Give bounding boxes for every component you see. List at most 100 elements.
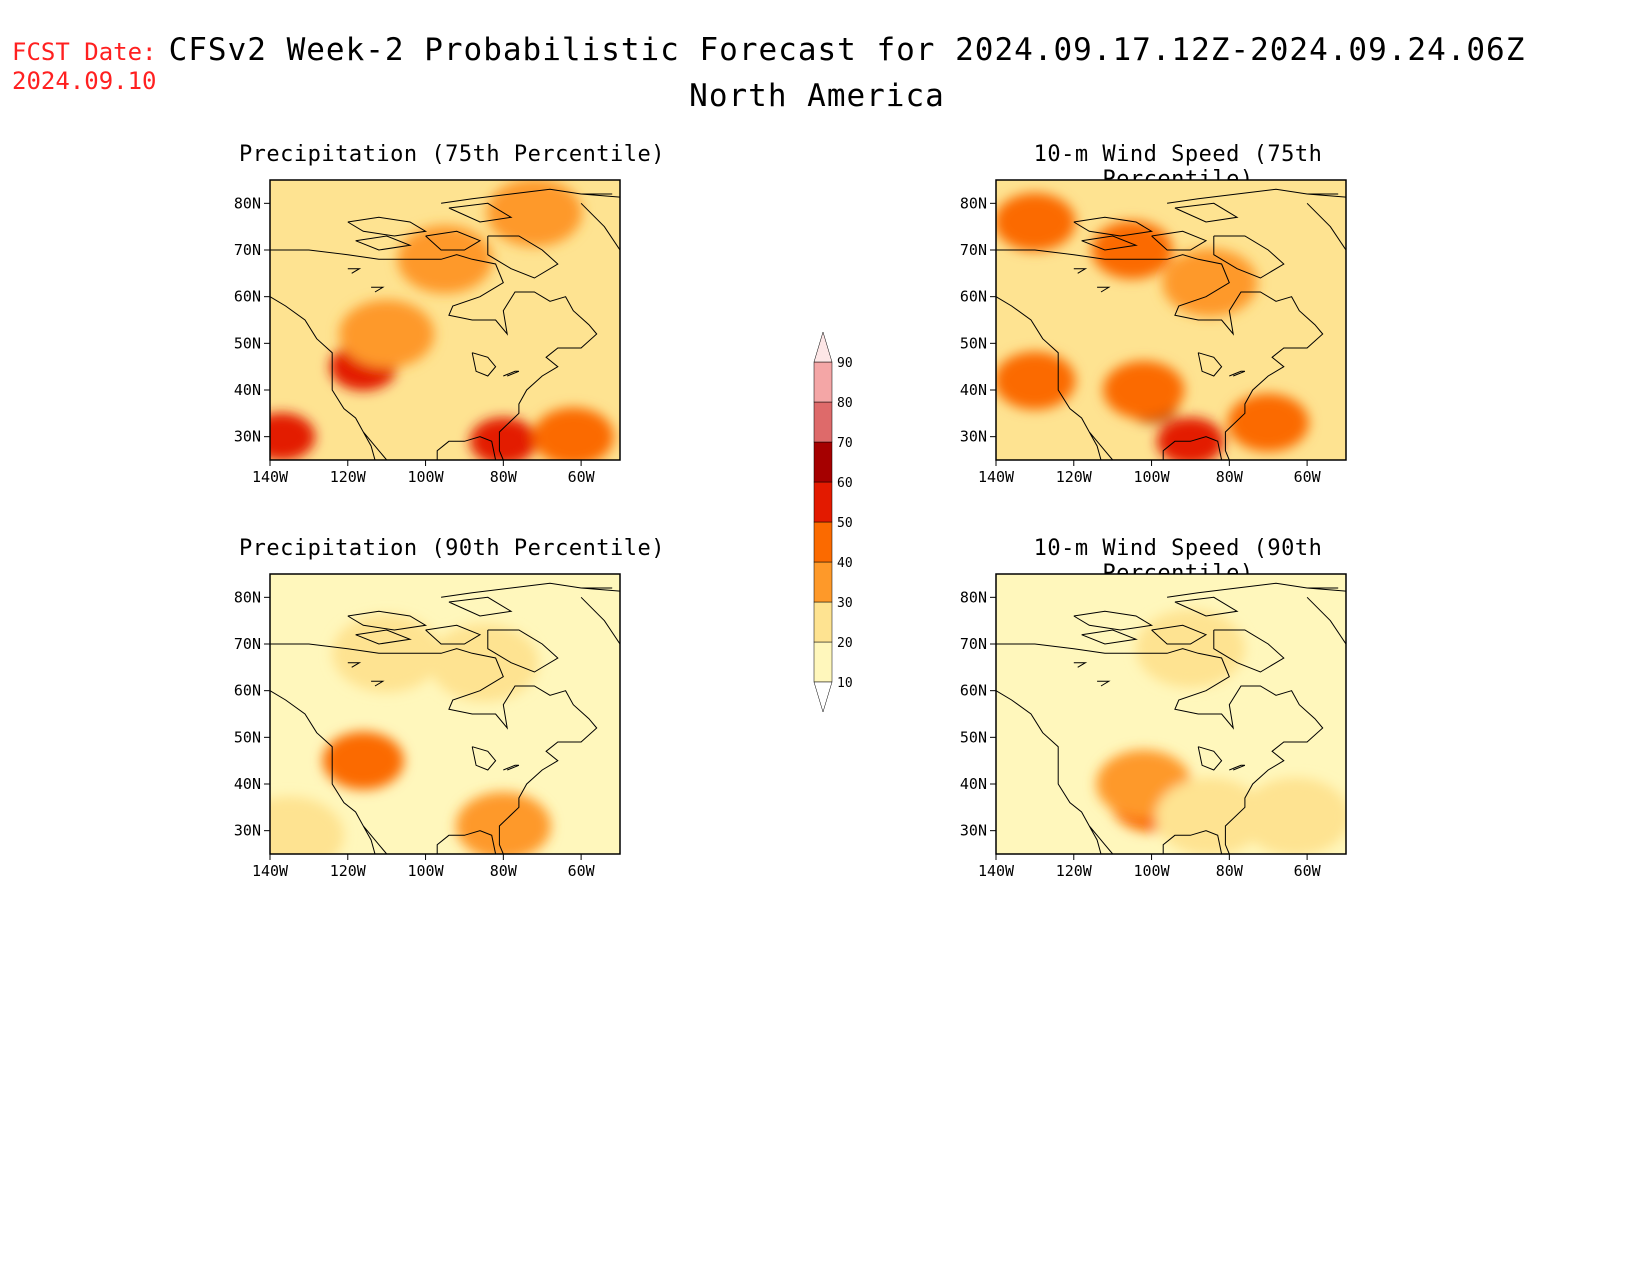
panel-wind-75th: 10-m Wind Speed (75th Percentile) 80N 70N… [958, 142, 1398, 542]
map-precip75: 80N 70N 60N 50N 40N 30N 140W 120W 100W 80W 60W [234, 179, 621, 486]
lon-label: 120W [330, 862, 367, 880]
legend-tick-label: 70 [837, 436, 853, 451]
lon-label: 80W [1216, 862, 1244, 880]
probability-area [455, 792, 551, 854]
fcst-date-label: FCST Date: [12, 38, 157, 66]
legend-swatch [813, 481, 833, 523]
probability-area [1156, 417, 1225, 460]
coastline [996, 188, 1346, 460]
lat-label: 60N [960, 288, 987, 306]
lon-label: 140W [252, 468, 289, 486]
lat-label: 40N [234, 381, 261, 399]
legend-tick-label: 30 [837, 596, 853, 611]
legend-tick-label: 40 [837, 556, 853, 571]
probability-area [486, 180, 583, 247]
probability-area [532, 407, 614, 460]
lat-label: 60N [960, 682, 987, 700]
panel-precip-90th: Precipitation (90th Percentile) 80N 70N 60… [232, 536, 672, 936]
lat-label: 70N [960, 241, 987, 259]
legend-swatch [813, 601, 833, 643]
map-precip90: 80N 70N 60N 50N 40N 30N 140W 120W 100W 80W 60W [234, 573, 621, 880]
probability-area [1162, 248, 1258, 317]
lon-label: 100W [407, 468, 444, 486]
lat-label: 50N [960, 334, 987, 352]
legend-swatch [813, 641, 833, 683]
lon-label: 120W [1056, 862, 1093, 880]
lon-label: 80W [1216, 468, 1244, 486]
map-frame [269, 179, 621, 461]
map-frame [995, 179, 1347, 461]
probability-area [1135, 609, 1246, 688]
lat-label: 30N [234, 822, 261, 840]
panel-title: Precipitation (90th Percentile) [238, 536, 666, 561]
lon-label: 100W [407, 862, 444, 880]
legend-top-arrow [813, 331, 833, 363]
legend-tick-label: 60 [837, 476, 853, 491]
legend-swatch [813, 521, 833, 563]
lat-label: 50N [234, 728, 261, 746]
lat-label: 60N [234, 682, 261, 700]
probability-area [1103, 361, 1185, 419]
lat-label: 40N [234, 775, 261, 793]
color-legend: 10 20 30 40 50 60 70 80 90 [800, 330, 880, 750]
lat-label: 50N [234, 334, 261, 352]
probability-area [397, 225, 493, 294]
lon-label: 60W [1294, 862, 1322, 880]
legend-swatch [813, 561, 833, 603]
lat-label: 40N [960, 381, 987, 399]
lon-label: 100W [1133, 468, 1170, 486]
lat-label: 60N [234, 288, 261, 306]
panel-title: Precipitation (75th Percentile) [238, 142, 666, 167]
lat-label: 30N [960, 822, 987, 840]
lon-label: 80W [490, 862, 518, 880]
lon-label: 100W [1133, 862, 1170, 880]
lon-label: 60W [568, 468, 596, 486]
lon-label: 140W [252, 862, 289, 880]
probability-area [996, 351, 1076, 410]
probability-area [1227, 393, 1309, 452]
lat-label: 70N [234, 635, 261, 653]
lat-label: 70N [960, 635, 987, 653]
main-title: CFSv2 Week-2 Probabilistic Forecast for … [168, 32, 1526, 68]
lat-label: 30N [234, 428, 261, 446]
legend-tick-label: 50 [837, 516, 853, 531]
lon-label: 120W [1056, 468, 1093, 486]
map-background [270, 574, 620, 854]
lon-label: 140W [978, 862, 1015, 880]
panel-wind-90th: 10-m Wind Speed (90th Percentile) 80N 70N… [958, 536, 1398, 936]
lat-label: 30N [960, 428, 987, 446]
forecast-date-block: FCST Date: 2024.09.10 [12, 38, 157, 96]
probability-area [996, 193, 1076, 251]
lon-label: 80W [490, 468, 518, 486]
probability-area [339, 300, 435, 368]
legend-tick-label: 90 [837, 356, 853, 371]
map-frame [995, 573, 1347, 855]
region-subtitle: North America [689, 78, 945, 114]
lat-label: 80N [234, 194, 261, 212]
coastline [270, 188, 620, 460]
legend-swatch [813, 361, 833, 403]
probability-area [1240, 777, 1346, 854]
map-frame [269, 573, 621, 855]
legend-tick-label: 80 [837, 396, 853, 411]
coastline [270, 582, 620, 854]
legend-swatch [813, 401, 833, 443]
coastline [996, 582, 1346, 854]
probability-area [322, 731, 404, 790]
probability-area [469, 417, 537, 460]
probability-area [270, 412, 316, 460]
lat-label: 80N [960, 194, 987, 212]
lat-label: 40N [960, 775, 987, 793]
probability-area [429, 623, 539, 702]
fcst-date-value: 2024.09.10 [12, 67, 157, 95]
map-wind90: 80N 70N 60N 50N 40N 30N 140W 120W 100W 80W 60W [960, 573, 1347, 880]
legend-bottom-arrow [813, 681, 833, 713]
map-wind75: 80N 70N 60N 50N 40N 30N 140W 120W 100W 80W 60W [960, 179, 1347, 486]
lon-label: 60W [1294, 468, 1322, 486]
lon-label: 140W [978, 468, 1015, 486]
lat-label: 70N [234, 241, 261, 259]
legend-swatch [813, 441, 833, 483]
lon-label: 60W [568, 862, 596, 880]
lat-label: 80N [234, 588, 261, 606]
lat-label: 50N [960, 728, 987, 746]
